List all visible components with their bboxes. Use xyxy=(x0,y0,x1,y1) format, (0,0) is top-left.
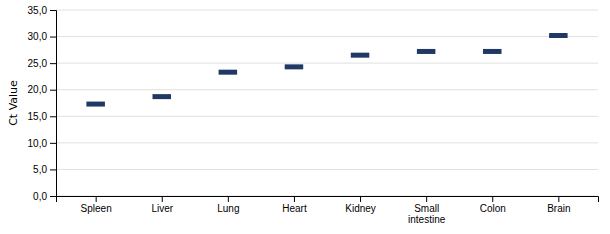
x-tick-label: Kidney xyxy=(345,203,376,214)
x-tick-label-line: Brain xyxy=(547,203,570,214)
x-tick-label-line: Heart xyxy=(282,203,307,214)
y-tick: 35,0 xyxy=(28,5,56,16)
value-marker xyxy=(86,102,105,107)
x-tick-label-line: Liver xyxy=(151,203,173,214)
y-tick-label: 20,0 xyxy=(28,84,48,95)
x-tick: Liver xyxy=(151,196,173,214)
x-tick: Spleen xyxy=(81,196,112,214)
y-tick-label: 15,0 xyxy=(28,111,48,122)
axis-domain xyxy=(57,197,599,203)
y-tick-mark xyxy=(50,37,56,38)
y-tick-mark xyxy=(50,63,56,64)
y-tick-label: 35,0 xyxy=(28,5,48,16)
y-tick-label: 10,0 xyxy=(28,138,48,149)
y-tick-mark xyxy=(50,143,56,144)
y-tick: 0,0 xyxy=(33,191,56,202)
x-tick-mark xyxy=(426,196,427,202)
x-tick-label-line: Colon xyxy=(480,203,506,214)
y-tick-mark xyxy=(50,10,56,11)
y-tick-mark xyxy=(50,116,56,117)
y-axis-title: Ct Value xyxy=(7,80,20,126)
grid xyxy=(56,10,598,196)
y-tick: 10,0 xyxy=(28,138,56,149)
grid-line xyxy=(56,63,598,64)
grid-line xyxy=(56,169,598,170)
chart: 0,0 5,0 10,0 15,0 20,0 25,0 30,0 35,0 Spleen Live… xyxy=(0,0,610,234)
grid-line xyxy=(56,89,598,90)
y-tick-label: 5,0 xyxy=(33,164,47,175)
x-tick-label: Lung xyxy=(217,203,239,214)
x-tick-label: Colon xyxy=(480,203,506,214)
value-marker xyxy=(219,70,238,75)
x-tick-label: Liver xyxy=(151,203,173,214)
y-tick-mark xyxy=(50,169,56,170)
value-marker xyxy=(417,49,436,54)
marks xyxy=(86,36,567,105)
x-tick-mark xyxy=(96,196,97,202)
y-axis: 0,0 5,0 10,0 15,0 20,0 25,0 30,0 35,0 xyxy=(28,5,57,202)
grid-line xyxy=(56,142,598,143)
x-tick-label-line: intestine xyxy=(408,214,446,225)
axis-domain xyxy=(50,11,57,197)
value-marker xyxy=(351,53,370,58)
x-tick: Heart xyxy=(282,196,307,214)
y-tick-label: 30,0 xyxy=(28,31,48,42)
x-tick: Lung xyxy=(217,196,239,214)
value-marker xyxy=(549,33,568,38)
x-tick: Kidney xyxy=(345,196,376,214)
x-tick-mark xyxy=(492,196,493,202)
y-tick: 15,0 xyxy=(28,111,56,122)
x-tick-label-line: Small xyxy=(414,203,439,214)
x-tick: Smallintestine xyxy=(408,196,446,225)
x-tick-label: Spleen xyxy=(81,203,112,214)
value-marker xyxy=(153,94,172,99)
y-tick-label: 0,0 xyxy=(33,191,47,202)
grid-line xyxy=(56,36,598,37)
value-marker xyxy=(483,49,502,54)
x-tick-label: Heart xyxy=(282,203,307,214)
y-tick: 5,0 xyxy=(33,164,56,175)
x-tick-label-line: Kidney xyxy=(345,203,376,214)
x-tick: Brain xyxy=(547,196,570,214)
y-tick: 30,0 xyxy=(28,31,56,42)
x-tick-label: Brain xyxy=(547,203,570,214)
y-tick: 25,0 xyxy=(28,58,56,69)
plot: 0,0 5,0 10,0 15,0 20,0 25,0 30,0 35,0 Spleen Live… xyxy=(28,5,599,225)
x-tick: Colon xyxy=(480,196,506,214)
y-tick: 20,0 xyxy=(28,84,56,95)
y-tick-mark xyxy=(50,90,56,91)
x-tick-label-line: Spleen xyxy=(81,203,112,214)
value-marker xyxy=(285,64,304,69)
x-tick-label-line: Lung xyxy=(217,203,239,214)
x-tick-mark xyxy=(228,196,229,202)
grid-line xyxy=(56,116,598,117)
x-tick-mark xyxy=(360,196,361,202)
y-tick-mark xyxy=(50,196,56,197)
x-axis: Spleen Liver Lung Heart Kidney Smallintestine… xyxy=(57,196,599,225)
grid-line xyxy=(56,10,598,11)
x-tick-mark xyxy=(294,196,295,202)
x-tick-label: Smallintestine xyxy=(408,203,446,225)
x-tick-mark xyxy=(558,196,559,202)
x-tick-mark xyxy=(162,196,163,202)
y-tick-label: 25,0 xyxy=(28,58,48,69)
